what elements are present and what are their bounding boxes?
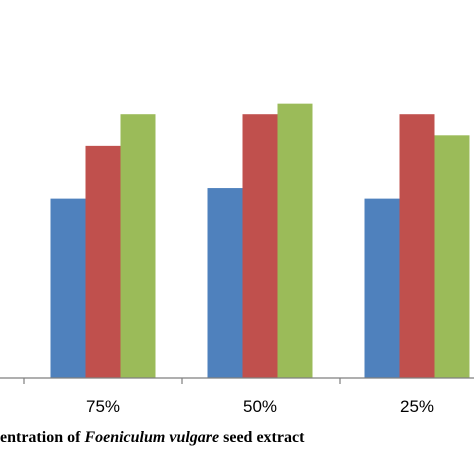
bar-series3-25%	[434, 135, 470, 378]
x-axis-title: entration of Foeniculum vulgare seed ext…	[0, 429, 305, 446]
x-tick-label-3: 25%	[400, 397, 434, 416]
bar-series2-25%	[399, 114, 435, 378]
x-axis-title-prefix: entration of	[0, 429, 84, 446]
bar-series2-50%	[242, 114, 278, 378]
x-axis-title-italic: Foeniculum vulgare	[83, 429, 219, 446]
bar-series1-50%	[207, 188, 243, 378]
x-axis-ticks	[23, 378, 341, 384]
x-tick-label-1: 75%	[86, 397, 120, 416]
bars-group	[50, 103, 470, 378]
x-axis-tick-labels: 75% 50% 25%	[86, 397, 434, 416]
bar-series1-25%	[364, 198, 400, 378]
bar-series3-50%	[277, 103, 313, 378]
x-axis-title-suffix: seed extract	[219, 429, 305, 446]
bar-series2-75%	[85, 145, 121, 378]
x-tick-label-2: 50%	[243, 397, 277, 416]
bar-series3-75%	[120, 114, 156, 378]
bar-series1-75%	[50, 198, 86, 378]
